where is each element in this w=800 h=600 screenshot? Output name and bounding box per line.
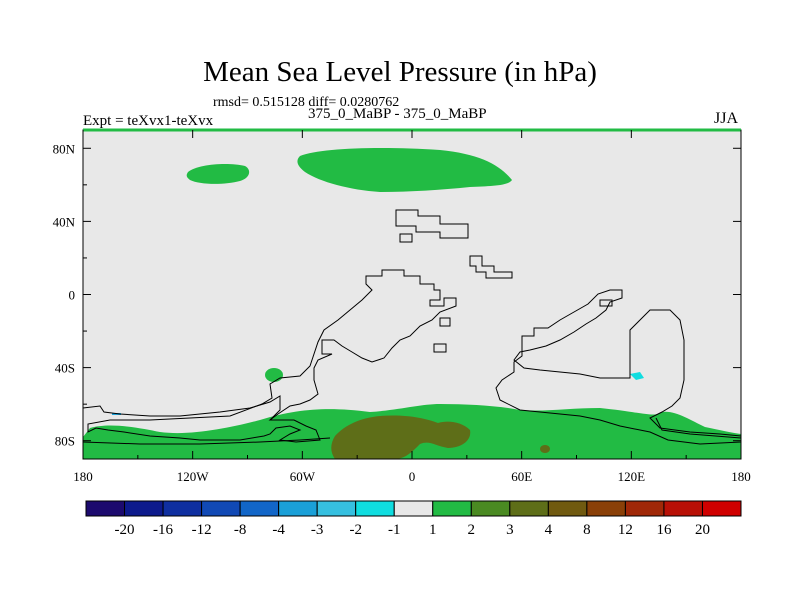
coastline-antarctic-2: [83, 437, 331, 445]
colorbar-label: 2: [468, 522, 476, 538]
colorbar-label: 20: [695, 522, 710, 538]
coastline-antarctic-1: [83, 395, 281, 421]
colorbar-label: -20: [115, 522, 135, 538]
colorbar-label: -12: [192, 522, 212, 538]
experiment-label: Expt = teXvx1-teXvx: [83, 113, 214, 129]
colorbar-swatch: [201, 500, 241, 517]
coastline-small-island-2: [439, 317, 451, 327]
season-label: JJA: [714, 110, 739, 127]
x-tick-label: 120W: [177, 469, 210, 484]
colorbar-swatch: [316, 500, 357, 517]
colorbar-swatch: [701, 500, 742, 517]
colorbar-label: -4: [272, 522, 285, 538]
colorbar-swatch: [355, 500, 395, 517]
coastline-small-island-1: [433, 343, 447, 353]
colorbar-swatch: [124, 500, 164, 517]
y-tick-label: 80S: [55, 434, 75, 449]
colorbar-label: -2: [349, 522, 362, 538]
colorbar: -20 -16 -12 -8 -4 -3 -2 -1 1 2 3 4 8 12 16 20: [85, 500, 742, 538]
x-tick-label: 60E: [511, 469, 532, 484]
antarctic-core-small: [540, 445, 550, 453]
y-tick-label: 40N: [53, 214, 76, 229]
x-tick-label: 0: [409, 469, 416, 484]
colorbar-label: -8: [234, 522, 247, 538]
y-tick-label: 0: [69, 288, 76, 303]
indian-ocean-negative-anomaly: [630, 372, 644, 380]
stats-text: rmsd= 0.515128 diff= 0.0280762: [213, 95, 400, 110]
colorbar-label: -1: [388, 522, 401, 538]
colorbar-label: 16: [656, 522, 672, 538]
coastline-east-continent: [495, 289, 741, 445]
colorbar-swatch: [547, 500, 588, 517]
colorbar-swatch: [624, 500, 665, 517]
colorbar-swatch: [239, 500, 280, 517]
x-tick-label: 180: [73, 469, 93, 484]
coastline-antarctic-3: [655, 417, 741, 439]
arctic-positive-anomaly: [297, 148, 512, 192]
colorbar-swatch: [393, 500, 434, 517]
y-tick-label: 80N: [53, 141, 76, 156]
colorbar-label: -16: [153, 522, 173, 538]
colorbar-swatch: [470, 500, 511, 517]
colorbar-swatch: [663, 500, 703, 517]
coastline-east-island: [469, 255, 513, 279]
x-tick-label: 60W: [290, 469, 316, 484]
coastlines: [83, 209, 741, 445]
axis-ticks: 180 120W 60W 0 60E 120E 180 80N 40N 0 40S 80S: [53, 130, 751, 484]
coastline-north-continent: [395, 209, 469, 239]
colorbar-label: 8: [583, 522, 591, 538]
colorbar-label: 3: [506, 522, 514, 538]
colorbar-swatch: [85, 500, 126, 517]
colorbar-label: 1: [429, 522, 437, 538]
colorbar-swatch: [162, 500, 203, 517]
coastline-north-island: [399, 233, 413, 243]
y-tick-label: 40S: [55, 361, 75, 376]
comparison-label: 375_0_MaBP - 375_0_MaBP: [308, 106, 487, 122]
colorbar-swatch: [586, 500, 626, 517]
antarctic-core-anomaly: [331, 415, 471, 459]
south-pacific-positive-anomaly: [265, 368, 283, 382]
colorbar-label: 4: [545, 522, 553, 538]
colorbar-label: 12: [618, 522, 633, 538]
siberia-positive-anomaly: [186, 164, 250, 184]
colorbar-swatch: [278, 500, 318, 517]
chart-title: Mean Sea Level Pressure (in hPa): [203, 56, 597, 88]
x-tick-label: 120E: [618, 469, 646, 484]
anomaly-layer: [83, 148, 741, 459]
colorbar-label: -3: [311, 522, 324, 538]
coastline-far-east: [599, 299, 613, 307]
x-tick-label: 180: [731, 469, 751, 484]
colorbar-swatch: [509, 500, 549, 517]
colorbar-swatch: [432, 500, 472, 517]
